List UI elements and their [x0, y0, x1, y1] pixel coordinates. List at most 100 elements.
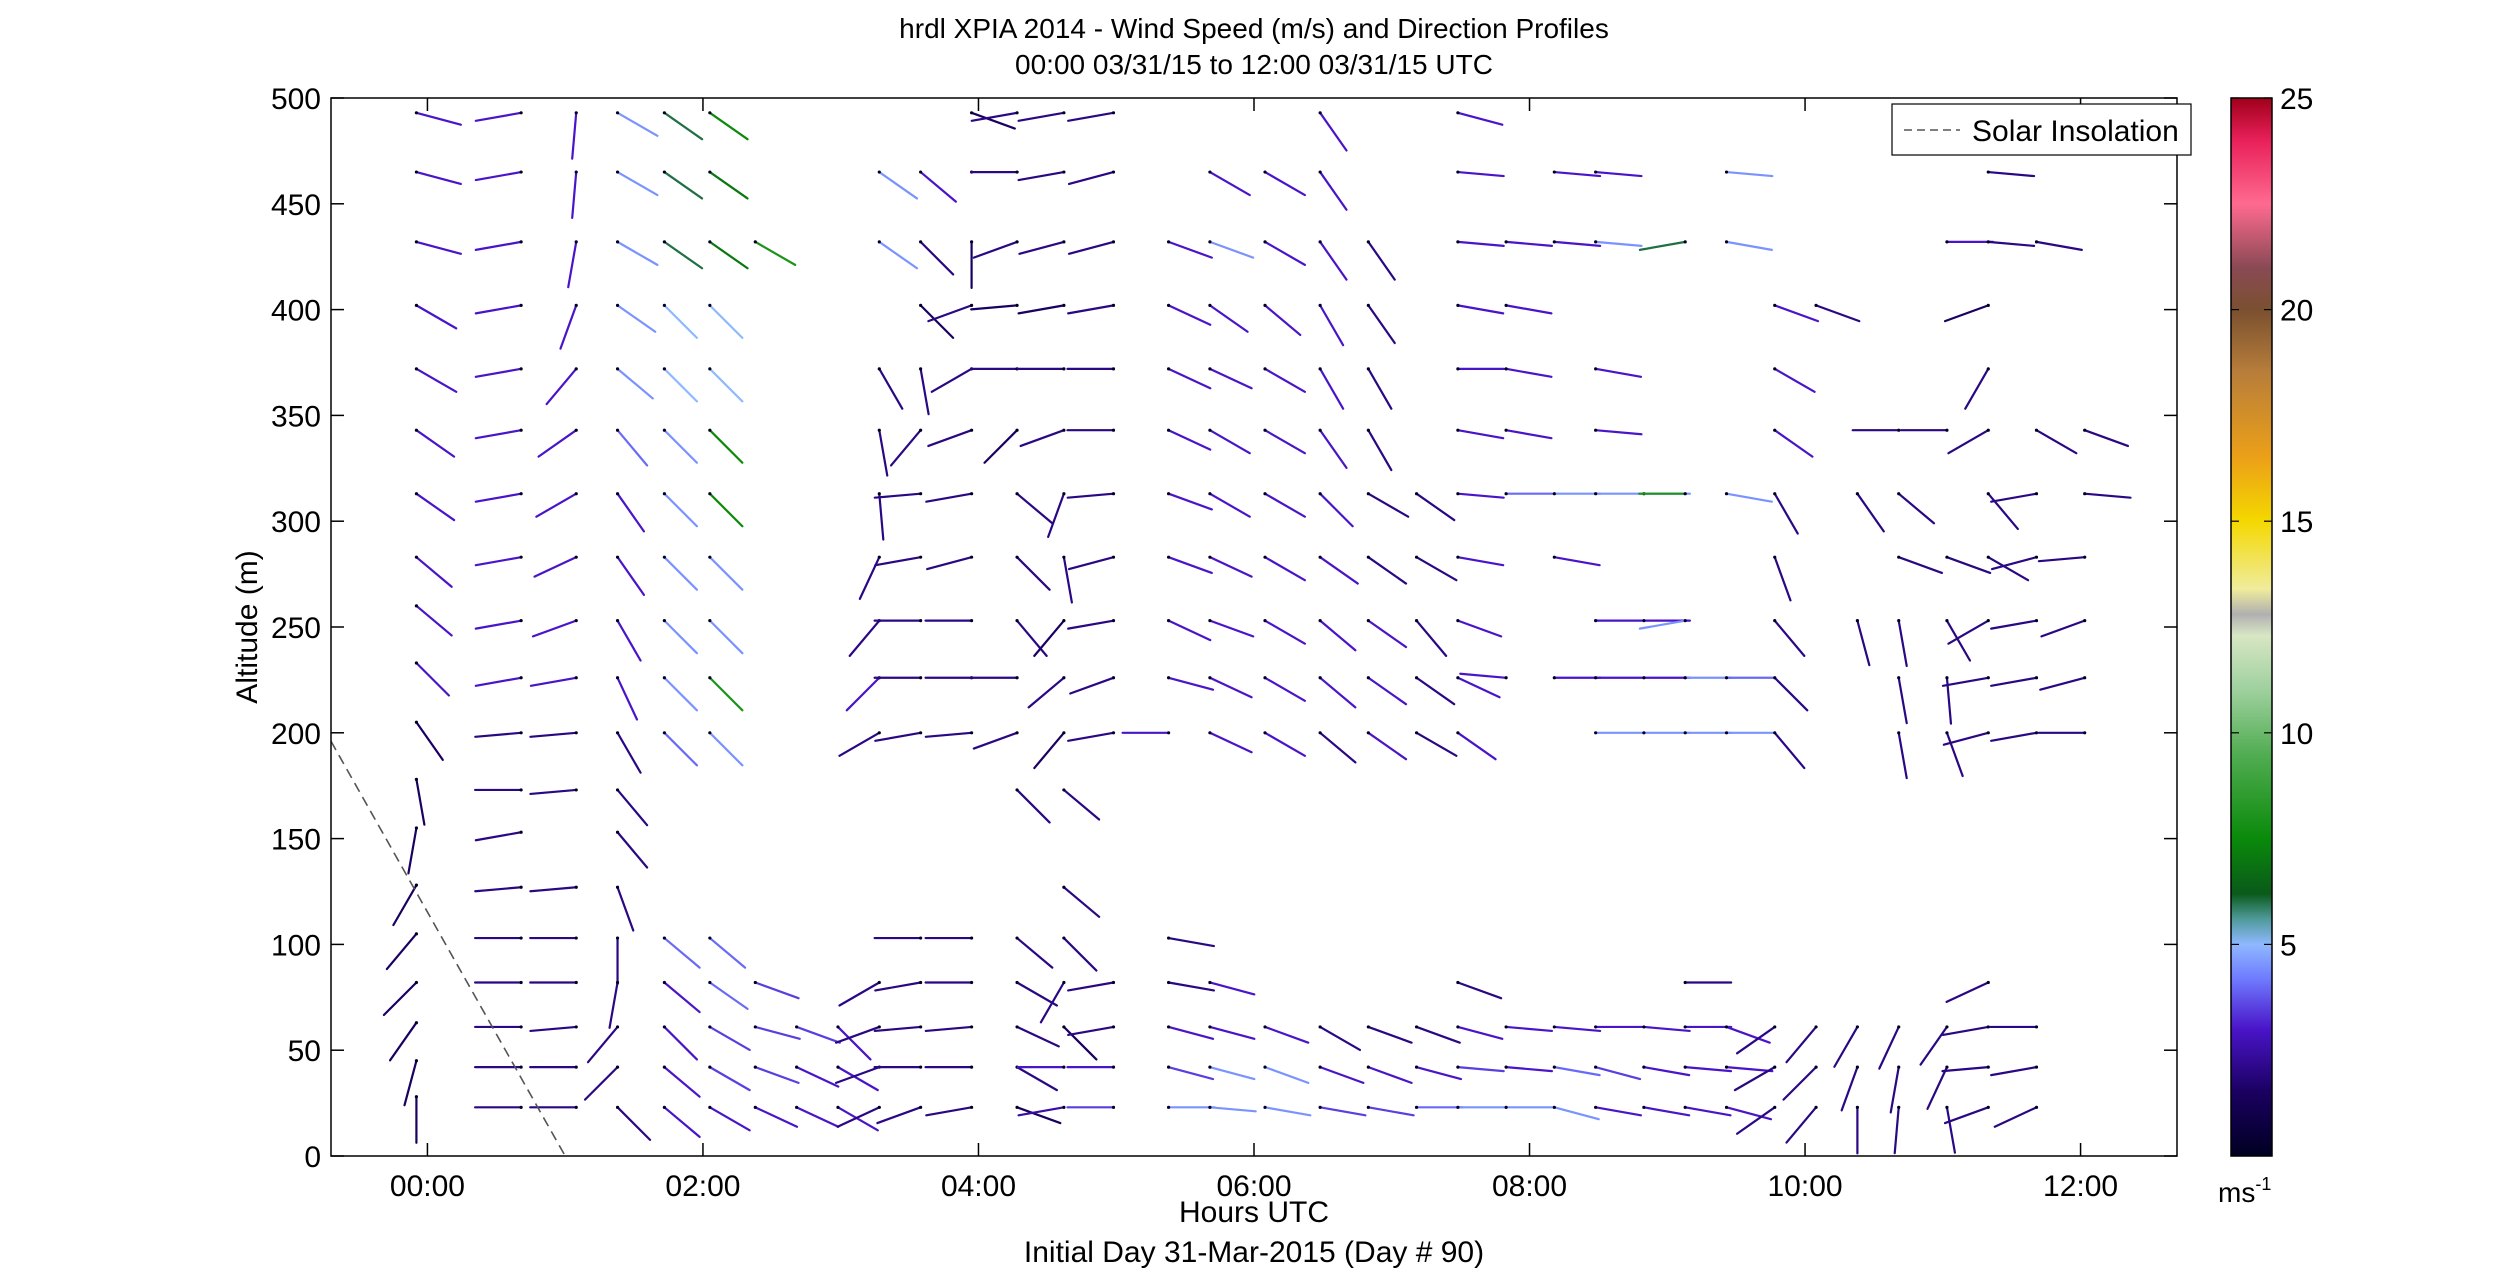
wind-barb: [1990, 619, 2038, 630]
wind-barb-tip: [519, 788, 523, 792]
wind-barb: [1456, 1025, 1504, 1040]
wind-barb-tip: [1062, 555, 1066, 559]
wind-barb-tip: [519, 367, 523, 371]
wind-barb-tip: [1986, 731, 1990, 735]
wind-barb: [474, 556, 523, 567]
wind-barb-tip: [1166, 1025, 1171, 1029]
wind-barb: [1263, 619, 1306, 645]
wind-barb: [1017, 1106, 1065, 1117]
wind-barb-tip: [1208, 303, 1212, 307]
wind-barb-tip: [1318, 170, 1322, 174]
wind-barb-tip: [615, 303, 620, 307]
wind-barb: [1943, 304, 1990, 323]
wind-barb-tip: [1414, 1105, 1419, 1109]
wind-barb-tip: [1062, 885, 1066, 889]
wind-barb: [1017, 111, 1065, 122]
wind-barb: [1047, 492, 1065, 539]
wind-barb-tip: [1594, 170, 1598, 174]
wind-barb-tip: [519, 1065, 523, 1069]
wind-barb: [1897, 676, 1908, 725]
wind-barb-tip: [969, 555, 974, 559]
wind-barb-tip: [1062, 788, 1066, 792]
wind-barb-tip: [795, 1105, 799, 1109]
wind-barb-tip: [2034, 1025, 2039, 1029]
wind-barb-tip: [1166, 367, 1171, 371]
wind-barb-tip: [615, 936, 620, 940]
wind-barb: [1735, 1025, 1776, 1055]
wind-barb-tip: [414, 1021, 419, 1025]
wind-barb-tip: [969, 1105, 974, 1109]
wind-barb: [1263, 1025, 1310, 1044]
wind-barb-tip: [708, 1105, 712, 1109]
wind-barb: [1725, 1106, 1773, 1121]
wind-barb: [873, 492, 922, 499]
wind-barb: [926, 556, 973, 571]
wind-barb: [1208, 619, 1255, 638]
wind-barb-tip: [1897, 428, 1901, 432]
wind-barb-tip: [708, 980, 712, 985]
wind-barb: [754, 1025, 801, 1040]
wind-barb-tip: [662, 1105, 666, 1109]
wind-barb: [2083, 492, 2132, 499]
wind-barb-tip: [1263, 1025, 1267, 1029]
wind-barb: [1415, 1025, 1461, 1044]
wind-barb-tip: [574, 788, 578, 792]
wind-barb-tip: [753, 1105, 757, 1109]
wind-barb: [616, 788, 649, 827]
wind-barb: [1415, 492, 1456, 522]
wind-barb: [919, 304, 955, 339]
wind-barb: [1897, 619, 1908, 668]
wind-barb: [1067, 111, 1115, 122]
wind-barb-tip: [1456, 1105, 1460, 1109]
wind-barb-tip: [574, 980, 578, 985]
wind-barb: [1456, 111, 1504, 126]
wind-barb-tip: [1594, 240, 1598, 244]
wind-barb-tip: [615, 111, 620, 115]
wind-barb-tip: [919, 731, 923, 735]
wind-barb: [873, 1025, 922, 1033]
wind-barb: [663, 981, 701, 1014]
wind-barb-tip: [1166, 936, 1171, 940]
wind-barb-tip: [574, 936, 578, 940]
wind-barb: [795, 1025, 841, 1044]
wind-barb-tip: [1456, 170, 1460, 174]
wind-barb: [616, 111, 659, 137]
wind-barb: [983, 429, 1019, 464]
wind-barb-tip: [877, 428, 881, 432]
wind-barb-tip: [1504, 303, 1508, 307]
wind-barb-tip: [1166, 555, 1171, 559]
wind-barb: [663, 1106, 701, 1139]
wind-barb-tip: [1986, 555, 1990, 559]
wind-barb: [586, 1025, 619, 1064]
wind-barb-tip: [1111, 555, 1116, 559]
wind-barb-tip: [574, 111, 578, 115]
wind-barb: [403, 1059, 418, 1107]
wind-barb-tip: [1594, 1065, 1598, 1069]
wind-barb-tip: [1208, 676, 1212, 680]
wind-barb-tip: [877, 170, 881, 174]
wind-barb-tip: [1945, 1025, 1949, 1029]
wind-barb-tip: [662, 676, 666, 680]
wind-barb-tip: [1986, 1025, 1990, 1029]
wind-barb: [1263, 1066, 1310, 1084]
wind-barb-tip: [662, 1065, 666, 1069]
wind-barb-tip: [1456, 111, 1460, 115]
wind-barb: [1553, 1066, 1601, 1077]
wind-barb-tip: [1683, 1025, 1687, 1029]
wind-barb-tip: [1773, 1025, 1777, 1029]
wind-barb: [1987, 170, 2036, 178]
wind-barb: [1319, 111, 1348, 152]
wind-barb-tip: [1015, 1025, 1019, 1029]
wind-barb-tip: [708, 555, 712, 559]
wind-barb-tip: [1642, 731, 1646, 735]
colorbar-tick-label: 25: [2280, 83, 2313, 116]
wind-barb: [1067, 1025, 1115, 1037]
wind-barb-tip: [615, 788, 620, 792]
x-tick-label: 02:00: [665, 1170, 740, 1203]
wind-barb-tip: [2034, 731, 2039, 735]
wind-barb-tip: [1945, 731, 1949, 735]
wind-barb-tip: [574, 555, 578, 559]
wind-barb-tip: [1504, 676, 1508, 680]
wind-barb: [474, 886, 523, 893]
wind-barb-tip: [1642, 676, 1646, 680]
